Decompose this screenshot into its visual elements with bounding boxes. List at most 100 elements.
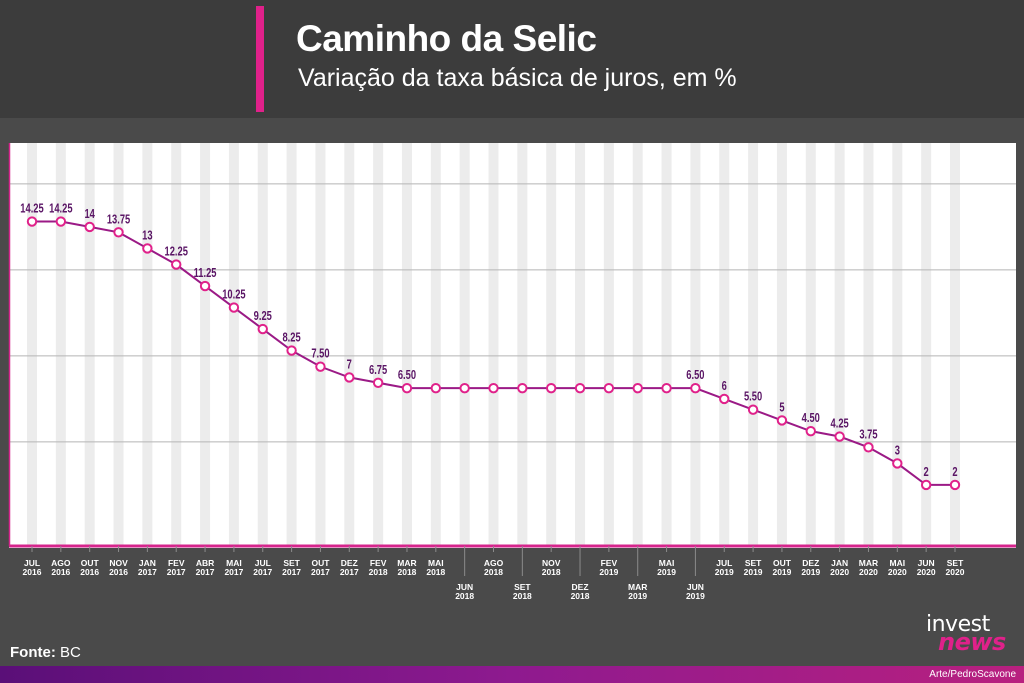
grid-stripe [257, 143, 268, 546]
x-tick-label-month: JUL [255, 558, 271, 568]
x-tick-label-year: 2020 [888, 567, 907, 577]
data-label: 7.50 [311, 347, 329, 361]
x-tick-label-year: 2019 [628, 591, 647, 601]
x-tick-label-year: 2016 [51, 567, 70, 577]
x-tick-label-year: 2020 [946, 567, 965, 577]
data-point [344, 372, 355, 383]
data-point [661, 382, 672, 394]
x-tick-label-year: 2019 [599, 567, 618, 577]
x-tick-label-month: FEV [601, 558, 618, 568]
data-label: 9.25 [254, 310, 272, 324]
x-tick-label-month: JUL [24, 558, 40, 568]
data-point [603, 382, 615, 394]
x-tick-label-year: 2019 [772, 567, 791, 577]
data-label: 14.25 [20, 202, 43, 216]
x-tick-label-year: 2017 [282, 567, 301, 577]
x-tick-label-year: 2018 [571, 591, 590, 601]
x-tick-label-month: JUN [918, 558, 935, 568]
data-point [776, 415, 788, 426]
grid-stripe [834, 143, 845, 546]
grid-stripe [546, 143, 557, 546]
accent-bar [256, 6, 264, 112]
data-point [84, 221, 95, 233]
data-point [488, 382, 499, 394]
data-label: 2 [924, 466, 929, 480]
x-tick-label-month: MAR [859, 558, 878, 568]
data-point [805, 425, 816, 437]
x-tick-label-year: 2017 [167, 567, 186, 577]
x-tick-label-month: NOV [109, 558, 128, 568]
data-point [690, 382, 701, 394]
x-tick-label-year: 2019 [744, 567, 763, 577]
grid-stripe [517, 143, 528, 546]
data-point [747, 404, 759, 415]
grid-stripe [142, 143, 153, 546]
data-label: 6.50 [398, 369, 416, 383]
grid-stripe [488, 143, 499, 546]
x-tick-label-month: SET [947, 558, 964, 568]
x-tick-label-month: SET [283, 558, 300, 568]
x-tick-label-year: 2016 [23, 567, 42, 577]
data-point [228, 302, 240, 313]
chart-title: Caminho da Selic [296, 18, 597, 59]
grid-stripe [661, 143, 672, 546]
x-tick-label-month: NOV [542, 558, 561, 568]
data-label: 5 [779, 401, 784, 415]
data-label: 13 [142, 229, 152, 243]
x-tick-label-year: 2017 [340, 567, 359, 577]
data-point [113, 227, 124, 238]
data-point [401, 382, 413, 394]
x-tick-label-year: 2020 [830, 567, 849, 577]
chart-subtitle: Variação da taxa básica de juros, em % [298, 64, 737, 92]
grid-stripe [748, 143, 759, 546]
grid-stripe [863, 143, 874, 546]
x-tick-label-year: 2018 [513, 591, 532, 601]
grid-stripe [892, 143, 903, 546]
data-label: 3 [895, 444, 900, 458]
data-point [920, 479, 932, 491]
data-point [517, 382, 528, 394]
data-point [949, 479, 961, 491]
data-point [55, 216, 67, 227]
x-tick-label-month: JUN [456, 582, 473, 592]
grid-stripe [950, 143, 960, 546]
source-note: Fonte: BC [10, 644, 81, 661]
data-label: 13.75 [107, 213, 130, 227]
data-label: 7 [347, 358, 352, 372]
x-tick-label-year: 2018 [455, 591, 474, 601]
x-tick-label-month: OUT [311, 558, 330, 568]
data-point [372, 377, 384, 388]
grid-stripe [401, 143, 412, 546]
grid-stripe [113, 143, 124, 546]
grid-stripe [373, 143, 384, 546]
x-tick-label-year: 2019 [657, 567, 676, 577]
grid-stripe [315, 143, 326, 546]
data-point [171, 259, 182, 270]
grid-stripe [344, 143, 355, 546]
data-label: 3.75 [859, 428, 877, 442]
x-tick-label-year: 2018 [542, 567, 561, 577]
data-label: 14 [84, 208, 95, 222]
grid-stripe [430, 143, 441, 546]
x-tick-label-month: ABR [196, 558, 214, 568]
x-tick-label-month: DEZ [341, 558, 358, 568]
art-credit: Arte/PedroScavone [929, 669, 1016, 680]
x-tick-label-year: 2017 [311, 567, 330, 577]
data-point [26, 216, 38, 227]
data-label: 2 [952, 466, 957, 480]
grid-stripe [603, 143, 614, 546]
grid-stripe [805, 143, 816, 546]
x-tick-label-month: JUL [716, 558, 732, 568]
data-label: 4.25 [831, 417, 849, 431]
x-tick-label-month: OUT [773, 558, 792, 568]
data-label: 5.50 [744, 390, 762, 404]
grid-stripe [690, 143, 701, 546]
data-point [142, 243, 153, 254]
bottom-strip [0, 666, 1024, 683]
header: Caminho da Selic Variação da taxa básica… [0, 0, 1024, 118]
data-point [545, 382, 557, 394]
data-label: 6 [722, 380, 727, 394]
x-tick-label-month: MAR [628, 582, 647, 592]
x-tick-label-month: FEV [370, 558, 387, 568]
x-tick-label-month: SET [745, 558, 762, 568]
